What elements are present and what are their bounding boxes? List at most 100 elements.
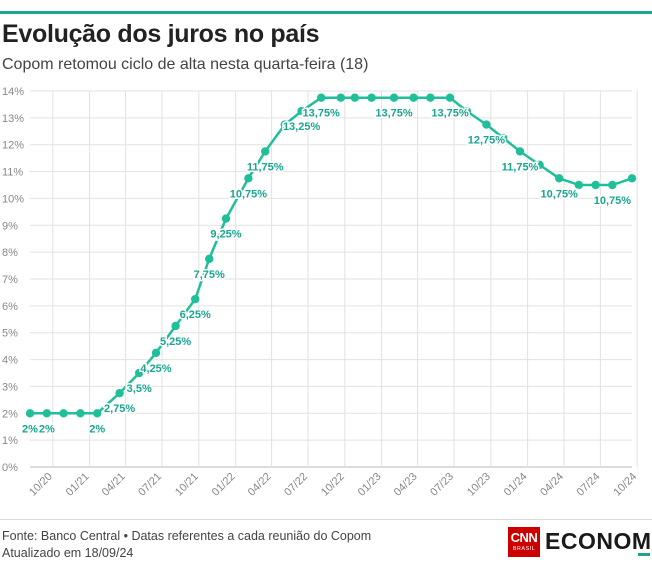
y-tick-label: 13% <box>2 113 24 125</box>
data-point <box>171 321 180 331</box>
cnn-logo: CNN BRASIL <box>508 527 540 557</box>
y-tick-label: 14% <box>2 86 24 98</box>
x-tick-label: 01/23 <box>356 471 384 499</box>
y-tick-label: 12% <box>2 140 24 152</box>
data-point <box>627 174 637 183</box>
data-labels: 2% 2% 2%2,75%3,5%4,25%5,25%6,25%7,75%9,25%… <box>21 106 633 437</box>
cnn-logo-text: CNN <box>510 530 538 545</box>
x-tick-label: 04/22 <box>246 471 274 499</box>
data-label: 13,75% <box>375 108 413 120</box>
chart-title: Evolução dos juros no país <box>2 20 320 48</box>
data-point <box>280 120 289 129</box>
x-tick-label: 07/22 <box>282 471 310 499</box>
data-point <box>244 174 253 183</box>
data-label: 9,25% <box>210 229 241 241</box>
data-label: 2,75% <box>104 403 135 415</box>
data-point <box>426 93 435 102</box>
data-point <box>42 409 51 418</box>
data-label: 11,75% <box>502 161 539 173</box>
data-label: 5,25% <box>160 336 191 348</box>
data-point <box>574 180 583 190</box>
top-accent-bar <box>0 11 652 14</box>
y-axis: 0% 1% 2% 3% 4% 5% 6% 7% 8% 9% 10% 11% 12% 13% 14% <box>2 86 24 474</box>
data-point <box>482 120 491 129</box>
x-tick-label: 10/23 <box>465 471 493 499</box>
data-point <box>336 93 345 102</box>
y-tick-label: 1% <box>2 435 18 447</box>
x-tick-label: 07/23 <box>428 471 456 499</box>
data-label: 6,25% <box>180 309 211 321</box>
data-point <box>135 368 144 378</box>
data-point <box>515 147 525 156</box>
data-label: 12,75% <box>468 135 506 147</box>
chart-subtitle: Copom retomou ciclo de alta nesta quarta… <box>2 56 369 73</box>
y-tick-label: 8% <box>2 247 18 259</box>
x-tick-label: 10/20 <box>27 471 55 499</box>
data-point <box>499 133 508 143</box>
data-label: 13,25% <box>283 121 321 133</box>
data-label: 13,75% <box>303 108 341 120</box>
data-point <box>389 93 399 102</box>
source-note: Fonte: Banco Central • Datas referentes … <box>2 529 372 543</box>
data-label: 13,75% <box>431 108 469 120</box>
data-point <box>59 409 68 418</box>
x-tick-label: 04/23 <box>392 471 420 499</box>
updated-note: Atualizado em 18/09/24 <box>2 546 134 560</box>
data-label: 2% <box>89 423 105 435</box>
y-tick-label: 2% <box>2 408 18 420</box>
data-point <box>261 147 270 156</box>
x-tick-label: 10/24 <box>611 471 639 499</box>
cnn-logo-subtext: BRASIL <box>512 546 536 552</box>
data-point <box>25 409 35 418</box>
chart-grid <box>30 90 638 468</box>
data-label: 2% <box>39 423 55 435</box>
data-label: 3,5% <box>127 383 152 395</box>
x-tick-label: 01/21 <box>64 471 92 499</box>
y-tick-label: 3% <box>2 381 18 393</box>
x-tick-label: 07/21 <box>136 471 164 499</box>
series-line-path <box>30 96 633 415</box>
data-label: 4,25% <box>140 363 171 375</box>
x-tick-label: 10/21 <box>173 471 201 499</box>
y-tick-label: 10% <box>2 193 24 205</box>
y-tick-label: 7% <box>2 274 18 286</box>
data-point <box>591 180 600 190</box>
data-point <box>445 93 455 102</box>
data-label: 10,75% <box>541 188 579 200</box>
data-point <box>317 93 326 102</box>
y-tick-label: 11% <box>2 167 23 179</box>
x-tick-label: 04/24 <box>538 471 566 499</box>
x-tick-label: 01/24 <box>502 471 530 499</box>
data-point <box>76 409 85 418</box>
data-point <box>297 106 306 116</box>
data-point <box>555 174 564 183</box>
y-tick-label: 0% <box>2 462 18 474</box>
data-point <box>115 388 124 398</box>
y-tick-label: 6% <box>2 301 18 313</box>
data-point <box>151 348 161 358</box>
data-point <box>462 106 471 116</box>
y-tick-label: 5% <box>2 328 18 340</box>
cnn-economia-logo: CNN BRASIL ECONOMIA <box>508 527 652 557</box>
x-axis: 10/20 01/21 04/21 07/21 10/21 01/22 04/22 07/22… <box>27 471 639 499</box>
series-points <box>25 93 637 418</box>
data-label: 7,75% <box>194 269 225 281</box>
data-point <box>205 254 214 264</box>
y-tick-label: 9% <box>2 220 18 232</box>
data-point <box>535 160 544 170</box>
economia-wordmark: ECONOMIA <box>545 528 652 554</box>
data-point <box>409 93 418 102</box>
x-tick-label: 10/22 <box>319 471 347 499</box>
series-line <box>30 96 633 415</box>
x-tick-label: 01/22 <box>210 471 238 499</box>
y-tick-label: 4% <box>2 355 18 367</box>
x-tick-label: 04/21 <box>100 471 128 499</box>
footer-divider <box>0 519 652 520</box>
data-label: 10,75% <box>594 195 632 207</box>
data-label: 2% <box>22 423 38 435</box>
data-point <box>221 214 231 223</box>
data-point <box>93 409 102 418</box>
line-chart: 0% 1% 2% 3% 4% 5% 6% 7% 8% 9% 10% 11% 12% 13% 14% 10/2… <box>2 86 639 499</box>
data-point <box>350 93 359 102</box>
economia-accent-mark <box>638 553 650 556</box>
